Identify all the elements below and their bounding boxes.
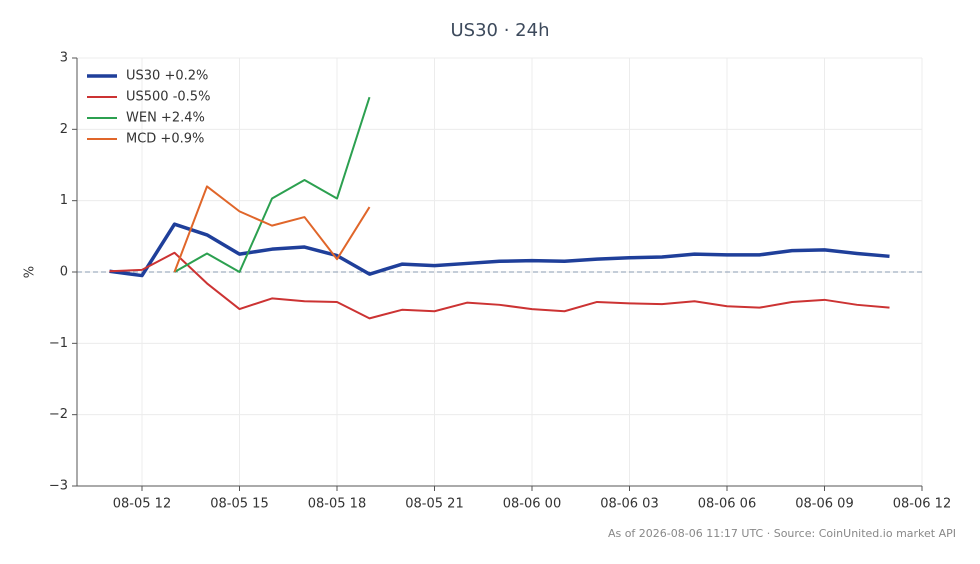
x-tick-label: 08-05 21 bbox=[405, 497, 463, 512]
series-line bbox=[109, 251, 890, 320]
legend-label: WEN +2.4% bbox=[126, 111, 205, 126]
y-tick-label: 2 bbox=[60, 122, 68, 137]
legend-label: US500 -0.5% bbox=[126, 90, 210, 105]
x-tick-label: 08-06 06 bbox=[698, 497, 756, 512]
series-line bbox=[173, 185, 371, 273]
y-tick-label: 3 bbox=[60, 51, 68, 66]
x-tick-label: 08-05 12 bbox=[113, 497, 171, 512]
x-tick-label: 08-06 03 bbox=[600, 497, 658, 512]
series-line bbox=[109, 222, 890, 278]
x-tick-label: 08-06 00 bbox=[503, 497, 561, 512]
legend-label: MCD +0.9% bbox=[126, 132, 204, 147]
footnote: As of 2026-08-06 11:17 UTC · Source: Coi… bbox=[608, 527, 956, 540]
y-tick-label: 0 bbox=[60, 265, 68, 280]
y-axis-label: % bbox=[23, 266, 38, 278]
x-tick-label: 08-06 09 bbox=[795, 497, 853, 512]
x-tick-label: 08-05 15 bbox=[210, 497, 268, 512]
x-tick-label: 08-06 12 bbox=[893, 497, 951, 512]
y-tick-label: −3 bbox=[49, 479, 68, 494]
y-tick-label: −2 bbox=[49, 407, 68, 422]
series-line bbox=[174, 96, 371, 273]
y-tick-label: 1 bbox=[60, 193, 68, 208]
legend-label: US30 +0.2% bbox=[126, 69, 208, 84]
x-tick-label: 08-05 18 bbox=[308, 497, 366, 512]
y-tick-label: −1 bbox=[49, 336, 68, 351]
chart-title: US30 · 24h bbox=[451, 20, 550, 41]
